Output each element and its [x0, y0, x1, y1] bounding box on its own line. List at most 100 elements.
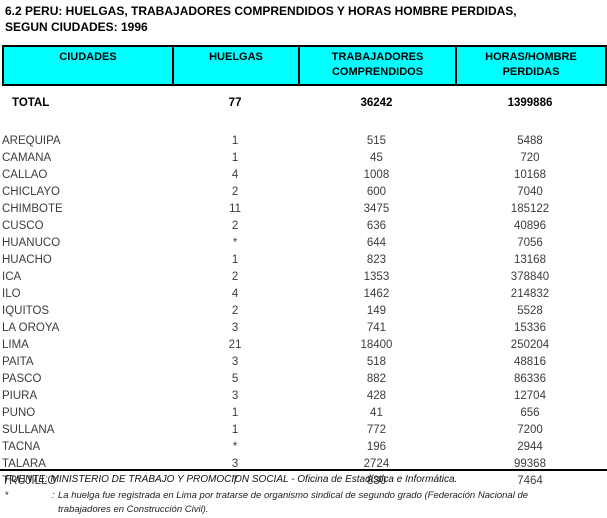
cell-strikes: 1	[231, 253, 239, 266]
cell-city: LIMA	[2, 338, 29, 351]
page-title: 6.2 PERU: HUELGAS, TRABAJADORES COMPREND…	[5, 3, 600, 35]
footnote-line2: trabajadores en Construcción Civil).	[58, 504, 209, 515]
cell-strikes: 1	[231, 151, 239, 164]
table-row: IQUITOS 2 149 5528	[2, 302, 605, 319]
page-title-line1: 6.2 PERU: HUELGAS, TRABAJADORES COMPREND…	[5, 4, 517, 18]
cell-hours: 720	[520, 151, 540, 164]
table-row: AREQUIPA 1 515 5488	[2, 132, 605, 149]
table-row: CHIMBOTE 11 3475 185122	[2, 200, 605, 217]
cell-hours: 40896	[514, 219, 546, 232]
cell-strikes: 77	[228, 97, 242, 109]
total-row: TOTAL 77 36242 1399886	[2, 90, 605, 123]
table-row: PASCO 5 882 86336	[2, 370, 605, 387]
cell-workers: 36242	[360, 97, 393, 109]
cell-hours: 12704	[514, 389, 546, 402]
cell-workers: 1462	[363, 287, 390, 300]
cell-city: CHIMBOTE	[2, 202, 63, 215]
cell-hours: 99368	[514, 457, 546, 470]
cell-strikes: 3	[231, 321, 239, 334]
table-row: CALLAO 4 1008 10168	[2, 166, 605, 183]
cell-workers: 515	[366, 134, 387, 147]
table-row: TRUJILLO 7 830 7464	[2, 472, 605, 489]
cell-strikes: 21	[228, 338, 242, 351]
cell-workers: 41	[370, 406, 383, 419]
cell-workers: 3475	[363, 202, 390, 215]
cell-workers: 823	[366, 253, 387, 266]
table-row: PUNO 1 41 656	[2, 404, 605, 421]
table-row: HUACHO 1 823 13168	[2, 251, 605, 268]
table-row: TACNA * 196 2944	[2, 438, 605, 455]
cell-workers: 1353	[363, 270, 390, 283]
cell-workers: 518	[366, 355, 387, 368]
table-row: CUSCO 2 636 40896	[2, 217, 605, 234]
cell-strikes: 11	[229, 202, 242, 215]
cell-workers: 196	[366, 440, 387, 453]
cell-city: AREQUIPA	[2, 134, 61, 147]
cell-hours: 378840	[510, 270, 550, 283]
cell-hours: 2944	[517, 440, 543, 453]
cell-strikes: 4	[231, 287, 239, 300]
cell-workers: 18400	[360, 338, 393, 351]
data-table: TOTAL 77 36242 1399886 AREQUIPA 1 515 5488 C…	[2, 90, 605, 489]
table-row: PIURA 3 428 12704	[2, 387, 605, 404]
cell-strikes: 4	[231, 168, 239, 181]
cell-city: CALLAO	[2, 168, 48, 181]
cell-hours: 250204	[510, 338, 550, 351]
cell-strikes: *	[232, 236, 238, 249]
cell-hours: 7200	[517, 423, 543, 436]
cell-strikes: 2	[231, 270, 239, 283]
cell-city: HUANUCO	[2, 236, 61, 249]
table-row: CHICLAYO 2 600 7040	[2, 183, 605, 200]
cell-city: HUACHO	[2, 253, 52, 266]
cell-city: ICA	[2, 270, 22, 283]
cell-hours: 214832	[510, 287, 550, 300]
cell-city: PASCO	[2, 372, 42, 385]
cell-workers: 741	[366, 321, 387, 334]
table-row: CAMANA 1 45 720	[2, 149, 605, 166]
cell-strikes: 2	[231, 219, 239, 232]
cell-city: TALARA	[2, 457, 46, 470]
table-header-row: CIUDADES HUELGAS TRABAJADORES COMPRENDID…	[2, 45, 607, 86]
cell-workers: 830	[366, 474, 387, 487]
column-header-horas: HORAS/HOMBRE PERDIDAS	[455, 45, 607, 86]
cell-workers: 428	[366, 389, 387, 402]
cell-strikes: 2	[231, 185, 239, 198]
cell-hours: 13168	[514, 253, 546, 266]
cell-workers: 636	[366, 219, 387, 232]
cell-strikes: 7	[231, 474, 239, 487]
footnote-text: La huelga fue registrada en Lima por tra…	[58, 489, 603, 517]
footnote: * : La huelga fue registrada en Lima por…	[5, 489, 603, 517]
table-row: LA OROYA 3 741 15336	[2, 319, 605, 336]
cell-city: PUNO	[2, 406, 36, 419]
cell-city: TACNA	[2, 440, 41, 453]
cell-city: IQUITOS	[2, 304, 50, 317]
cell-hours: 1399886	[507, 97, 553, 109]
table-row: TALARA 3 2724 99368	[2, 455, 605, 472]
cell-workers: 600	[366, 185, 387, 198]
source-line: FUENTE: MINISTERIO DE TRABAJO Y PROMOCIO…	[5, 474, 458, 485]
cell-strikes: *	[232, 440, 238, 453]
cell-strikes: 5	[231, 372, 239, 385]
cell-city: TOTAL	[12, 97, 50, 109]
cell-city: CHICLAYO	[2, 185, 60, 198]
cell-strikes: 2	[231, 304, 239, 317]
cell-hours: 656	[520, 406, 540, 419]
cell-hours: 7464	[517, 474, 543, 487]
column-header-ciudades: CIUDADES	[2, 45, 174, 86]
cell-city: CAMANA	[2, 151, 52, 164]
cell-city: LA OROYA	[2, 321, 60, 334]
cell-workers: 2724	[363, 457, 390, 470]
column-header-trabajadores: TRABAJADORES COMPRENDIDOS	[298, 45, 457, 86]
cell-hours: 5528	[517, 304, 543, 317]
cell-strikes: 3	[231, 457, 239, 470]
table-row: HUANUCO * 644 7056	[2, 234, 605, 251]
spacer-row	[2, 123, 605, 132]
cell-hours: 7040	[517, 185, 543, 198]
cell-workers: 772	[366, 423, 387, 436]
table-row: PAITA 3 518 48816	[2, 353, 605, 370]
cell-city: ILO	[2, 287, 21, 300]
cell-strikes: 1	[231, 134, 239, 147]
table-header: CIUDADES HUELGAS TRABAJADORES COMPRENDID…	[2, 45, 607, 86]
footnote-colon: :	[52, 490, 55, 501]
table-row: ICA 2 1353 378840	[2, 268, 605, 285]
